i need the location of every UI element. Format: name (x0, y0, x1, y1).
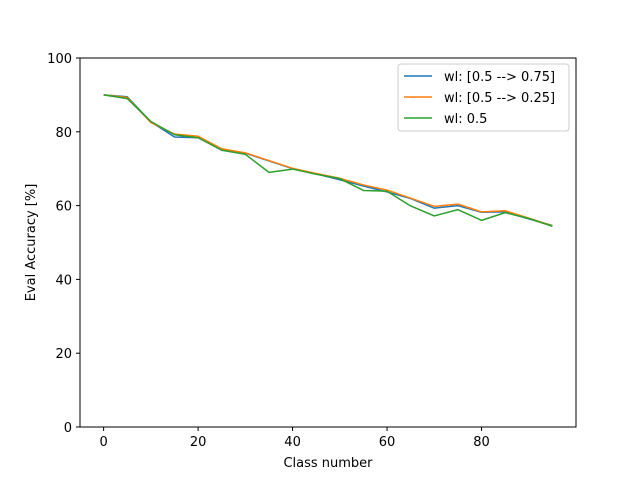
y-tick-label: 60 (55, 200, 72, 215)
y-tick-label: 80 (55, 126, 72, 141)
plot-frame (79, 57, 577, 428)
y-tick-label: 20 (55, 347, 72, 362)
x-axis-label: Class number (283, 456, 373, 471)
y-axis-label: Eval Accuracy [%] (24, 184, 39, 302)
x-axis: 0 20 40 60 80 (99, 427, 490, 450)
legend-box (397, 63, 570, 132)
y-axis: 0 20 40 60 80 100 (47, 52, 80, 436)
y-tick-label: 0 (64, 421, 72, 436)
y-tick-label: 40 (55, 273, 72, 288)
legend: wl: [0.5 --> 0.75] wl: [0.5 --> 0.25] wl: … (397, 63, 570, 132)
x-tick-label: 60 (379, 435, 396, 450)
x-tick-label: 20 (190, 435, 207, 450)
x-tick-label: 0 (99, 435, 107, 450)
legend-label: wl: 0.5 (444, 112, 487, 127)
legend-label: wl: [0.5 --> 0.75] (444, 70, 555, 85)
plot-lines (103, 94, 553, 227)
x-tick-label: 80 (473, 435, 490, 450)
x-tick-label: 40 (284, 435, 301, 450)
y-tick-label: 100 (47, 52, 72, 67)
series-line-3 (103, 94, 553, 227)
legend-label: wl: [0.5 --> 0.25] (444, 91, 555, 106)
